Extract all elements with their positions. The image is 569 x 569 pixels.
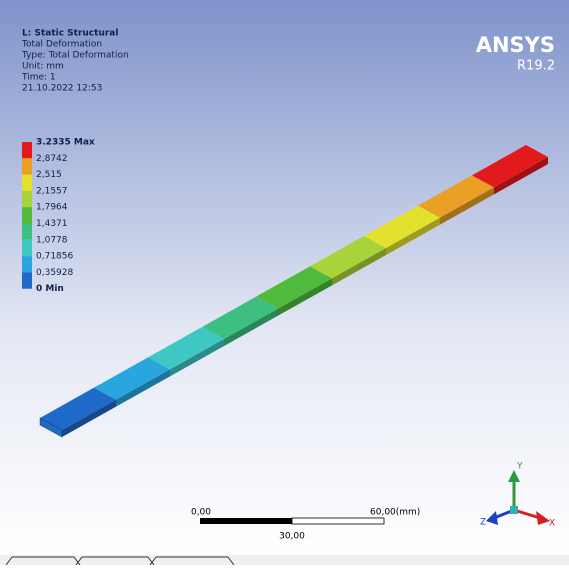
- legend-band: [22, 142, 32, 158]
- scale-middle: 30,00: [279, 532, 305, 542]
- legend-band: [22, 207, 32, 223]
- version: R19.2: [517, 59, 555, 74]
- legend-label: 2,8742: [36, 154, 68, 164]
- brand: ANSYS: [476, 33, 555, 57]
- triad-z: Z: [480, 518, 486, 528]
- legend-label: 1,7964: [36, 203, 68, 213]
- legend-band: [22, 191, 32, 207]
- scale-right: 60,00(mm): [370, 508, 420, 518]
- legend-band: [22, 175, 32, 191]
- header-line: Total Deformation: [21, 40, 102, 50]
- scale-left: 0,00: [191, 508, 211, 518]
- header-line: Time: 1: [21, 73, 56, 83]
- header-title: L: Static Structural: [22, 29, 118, 39]
- header-line: Type: Total Deformation: [21, 51, 129, 61]
- header-line: Unit: mm: [22, 62, 64, 72]
- viewport: L: Static Structural ANSYS R19.2 0,00 60…: [0, 0, 569, 565]
- page: L: Static Structural ANSYS R19.2 0,00 60…: [0, 0, 569, 565]
- triad-x: X: [549, 519, 555, 529]
- legend-label: 1,0778: [36, 235, 68, 245]
- legend-band: [22, 272, 32, 288]
- legend-label: 2,515: [36, 170, 62, 180]
- header-line: 21.10.2022 12:53: [22, 84, 102, 94]
- legend-label: 1,4371: [36, 219, 68, 229]
- legend-label: 0,71856: [36, 252, 73, 262]
- scale-bar-white: [292, 518, 384, 524]
- scale-bar-black: [200, 518, 292, 524]
- legend-band: [22, 224, 32, 240]
- legend-band: [22, 256, 32, 272]
- legend-band: [22, 240, 32, 256]
- legend-label: 0 Min: [36, 284, 64, 294]
- triad-y: Y: [516, 462, 523, 472]
- legend-band: [22, 158, 32, 174]
- legend-label: 0,35928: [36, 268, 73, 278]
- legend-label: 2,1557: [36, 186, 68, 196]
- legend-label: 3.2335 Max: [36, 138, 95, 148]
